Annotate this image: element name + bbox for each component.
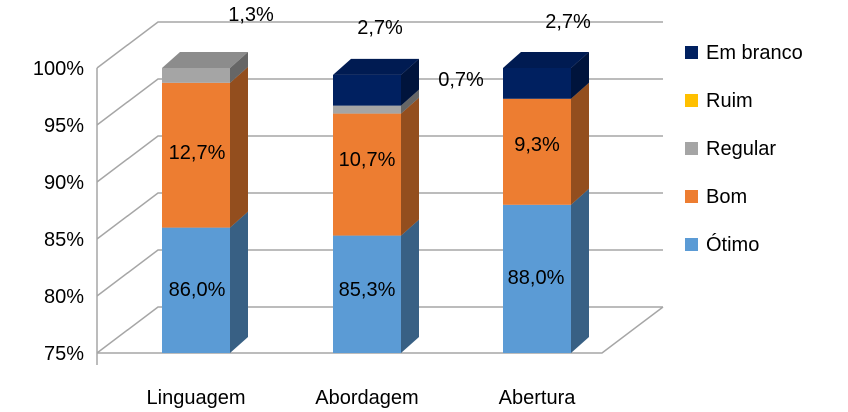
- y-tick-label: 85%: [44, 229, 84, 251]
- gridline: [96, 306, 663, 354]
- gridline: [96, 78, 663, 126]
- y-axis: 75% 80% 85% 90% 95% 100%: [33, 58, 98, 365]
- bar-top: [162, 52, 248, 68]
- y-tick-label: 80%: [44, 286, 84, 308]
- x-tick-label: Abordagem: [315, 387, 418, 409]
- bar-side: [401, 89, 419, 114]
- bar-segment-bom: [503, 98, 571, 205]
- legend-swatch: [685, 190, 698, 203]
- legend-swatch: [685, 238, 698, 251]
- legend-swatch: [685, 142, 698, 155]
- legend-label: Regular: [706, 138, 776, 160]
- legend-label: Ótimo: [706, 233, 759, 256]
- y-tick-label: 100%: [33, 58, 84, 80]
- y-tick-label: 90%: [44, 172, 84, 194]
- bar-segment-ótimo: [503, 204, 571, 353]
- data-label: 9,3%: [514, 134, 560, 156]
- bar-top: [503, 52, 589, 68]
- data-label: 0,7%: [438, 69, 484, 91]
- bar-side: [401, 58, 419, 106]
- bar-segment-bom: [162, 82, 230, 228]
- bar-side: [401, 219, 419, 353]
- gridline: [96, 21, 663, 69]
- x-tick-label: Abertura: [499, 387, 577, 409]
- y-tick-label: 75%: [44, 343, 84, 365]
- gridline: [96, 192, 663, 240]
- data-label: 12,7%: [169, 142, 226, 164]
- legend-swatch: [685, 46, 698, 59]
- legend-label: Bom: [706, 186, 747, 208]
- bars-layer: [162, 52, 589, 353]
- bar-segment-regular: [162, 68, 230, 83]
- bar-side: [230, 211, 248, 353]
- bar-segment-regular: [333, 105, 401, 114]
- bar-side: [571, 82, 589, 205]
- x-tick-label: Linguagem: [147, 387, 246, 409]
- data-label: 88,0%: [508, 267, 565, 289]
- data-label: 2,7%: [545, 11, 591, 33]
- bar-segment-ótimo: [162, 227, 230, 353]
- bar-side: [401, 97, 419, 236]
- y-tick-label: 95%: [44, 115, 84, 137]
- data-label: 10,7%: [339, 149, 396, 171]
- data-label: 86,0%: [169, 279, 226, 301]
- legend-label: Em branco: [706, 42, 803, 64]
- grid-layer: [96, 21, 664, 354]
- bar-segment-bom: [333, 113, 401, 236]
- x-axis: Linguagem Abordagem Abertura: [147, 387, 577, 409]
- bar-top: [333, 58, 419, 75]
- bar-segment-em-branco: [333, 74, 401, 106]
- legend-label: Ruim: [706, 90, 753, 112]
- bar-segment-ótimo: [333, 235, 401, 353]
- bar-side: [230, 66, 248, 228]
- legend: Em branco Ruim Regular Bom Ótimo: [685, 42, 803, 256]
- bar-segment-em-branco: [503, 68, 571, 99]
- data-label: 85,3%: [339, 279, 396, 301]
- bar-side: [230, 52, 248, 83]
- gridline: [96, 135, 663, 183]
- legend-swatch: [685, 94, 698, 107]
- gridline: [96, 249, 663, 297]
- data-label: 1,3%: [228, 4, 274, 26]
- data-label: 2,7%: [357, 17, 403, 39]
- bar-side: [571, 52, 589, 99]
- floor-edge: [97, 306, 664, 354]
- bar-side: [571, 188, 589, 353]
- data-labels-layer: 86,0% 85,3% 88,0% 12,7% 10,7% 9,3% 1,3% 0,7% 2,7…: [169, 4, 591, 301]
